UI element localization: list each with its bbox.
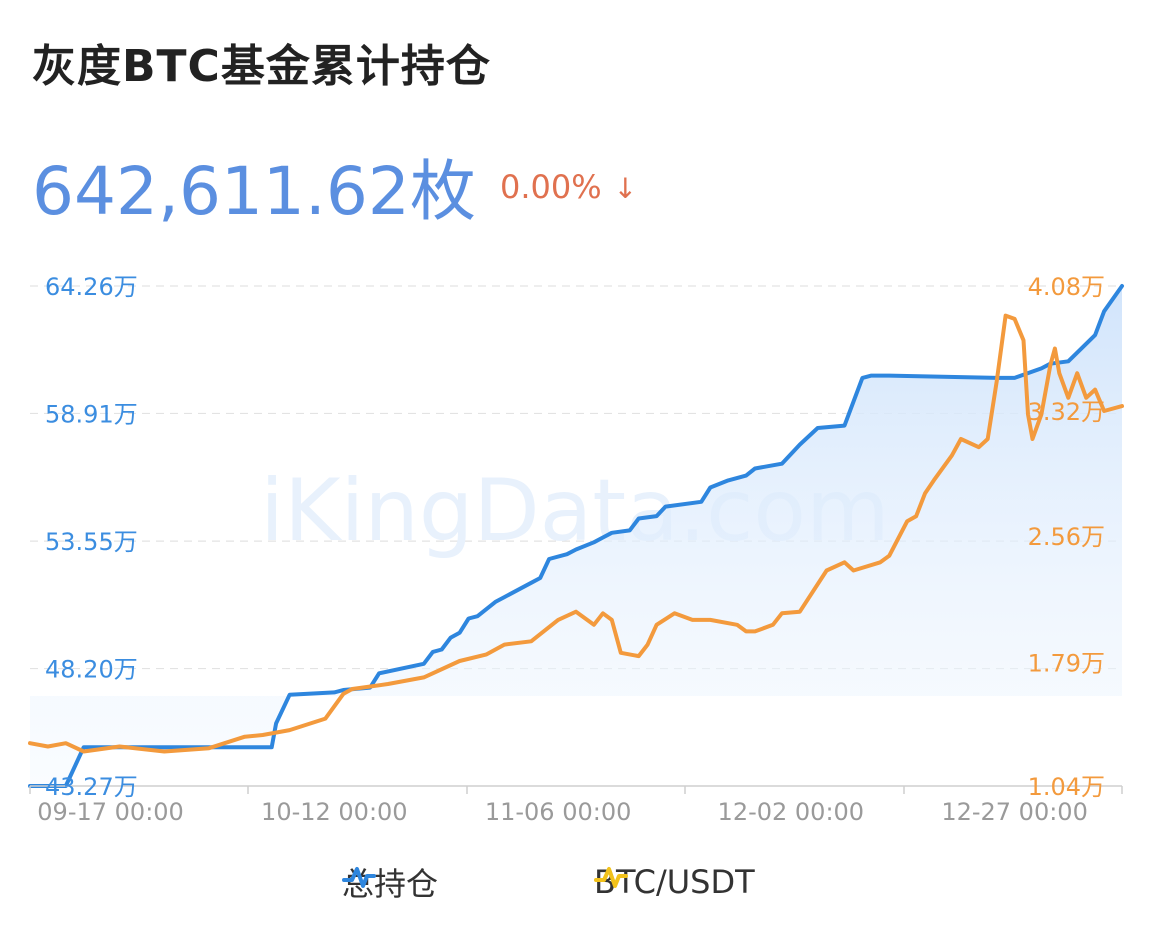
y-right-tick-label: 1.79万 (1028, 650, 1105, 678)
change-percent-value: 0.00% (500, 168, 602, 206)
series-lines (28, 284, 1124, 788)
x-tick-label: 12-27 00:00 (941, 798, 1088, 826)
axis-labels: 43.27万 48.20万 53.55万 58.91万 64.26万 1.04万 1.79万… (37, 273, 1105, 826)
legend-item-btc-usdt[interactable]: BTC/USDT (594, 862, 755, 902)
line-chart-icon (342, 867, 376, 888)
y-left-tick-label: 53.55万 (45, 528, 138, 556)
x-tick-label: 12-02 00:00 (718, 798, 865, 826)
holding-area (30, 286, 1122, 786)
x-tick-label: 09-17 00:00 (37, 798, 184, 826)
series-line-btc-usdt (28, 313, 1124, 754)
series-area-holding (30, 286, 1122, 786)
legend-item-holding[interactable]: 总持仓 (342, 862, 438, 903)
y-left-tick-label: 43.27万 (45, 773, 138, 801)
current-holding-value: 642,611.62枚 (32, 153, 476, 230)
y-left-tick-label: 58.91万 (45, 400, 138, 428)
y-right-tick-label: 4.08万 (1028, 273, 1105, 301)
y-right-tick-label: 2.56万 (1028, 523, 1105, 551)
y-right-tick-label: 1.04万 (1028, 773, 1105, 801)
change-percent: 0.00% ↓ (500, 168, 637, 206)
x-tick-label: 11-06 00:00 (485, 798, 632, 826)
line-chart-icon (594, 867, 628, 888)
series-line-holding (28, 284, 1124, 788)
legend-label-btc-usdt: BTC/USDT (594, 863, 755, 901)
y-left-tick-label: 64.26万 (45, 273, 138, 301)
y-left-tick-label: 48.20万 (45, 656, 138, 684)
down-arrow-icon: ↓ (613, 172, 638, 205)
current-value-row: 642,611.62枚 0.00% ↓ (32, 138, 637, 230)
x-tick-label: 10-12 00:00 (261, 798, 408, 826)
axes (29, 785, 1123, 794)
y-right-tick-label: 3.32万 (1028, 398, 1105, 426)
chart-title: 灰度BTC基金累计持仓 (32, 41, 491, 92)
